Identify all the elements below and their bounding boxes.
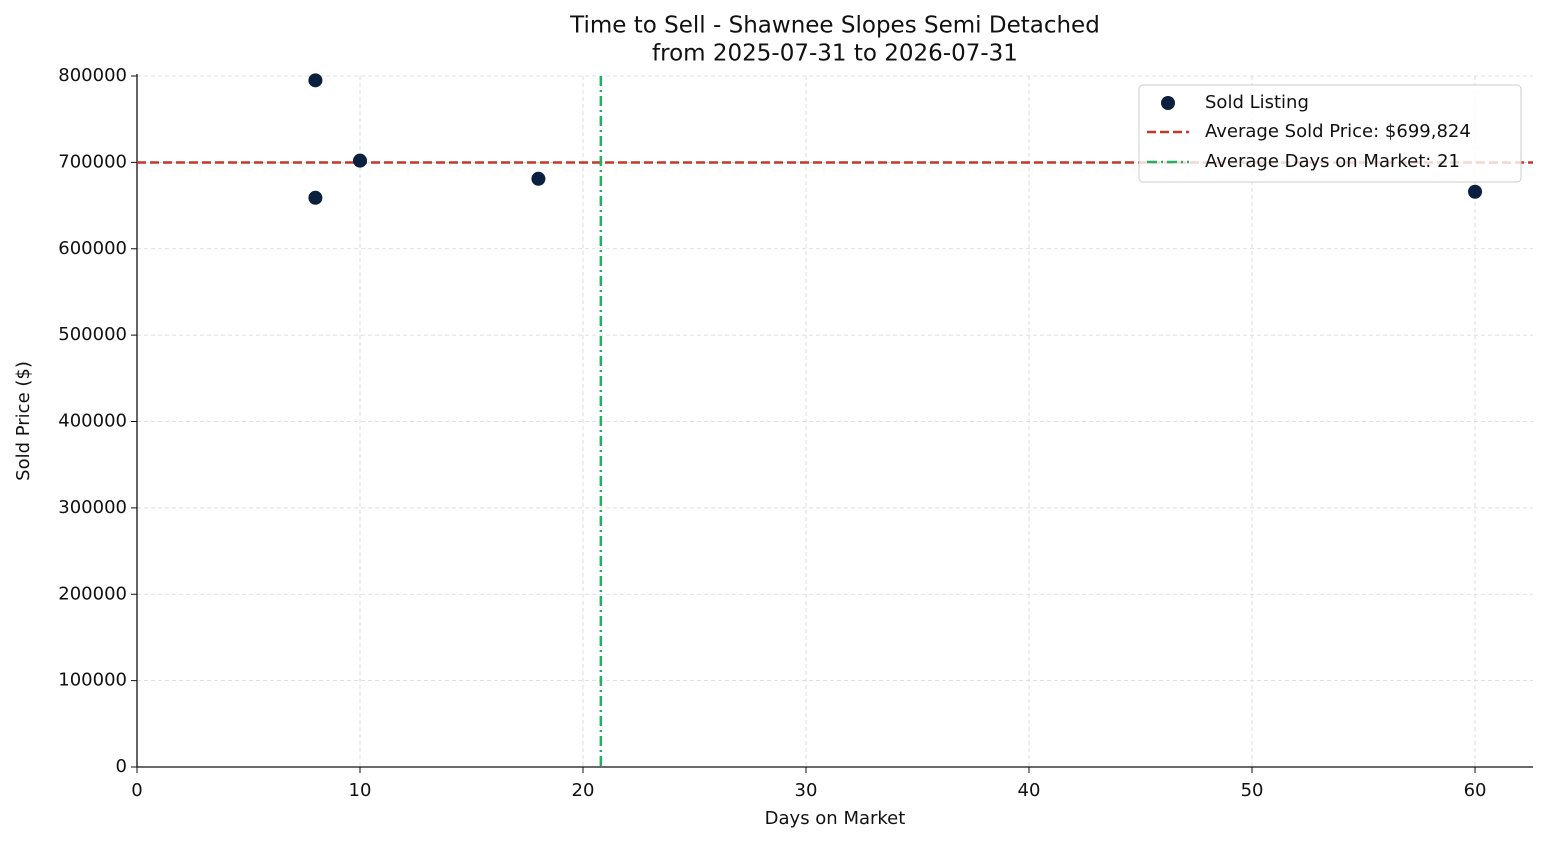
chart-title: Time to Sell - Shawnee Slopes Semi Detac… <box>569 13 1100 39</box>
x-tick-label: 60 <box>1464 780 1487 801</box>
y-tick-label: 0 <box>116 756 127 777</box>
x-tick-label: 0 <box>131 780 142 801</box>
data-point <box>531 171 546 186</box>
y-tick-label: 100000 <box>58 670 127 691</box>
y-tick-label: 700000 <box>58 151 127 172</box>
y-tick-label: 500000 <box>58 324 127 345</box>
y-tick-label: 600000 <box>58 238 127 259</box>
y-axis-label: Sold Price ($) <box>13 361 34 481</box>
legend-label: Sold Listing <box>1205 92 1309 113</box>
y-tick-label: 300000 <box>58 497 127 518</box>
data-point <box>353 153 368 168</box>
y-tick-label: 200000 <box>58 583 127 604</box>
data-point <box>308 73 323 88</box>
y-tick-label: 800000 <box>58 65 127 86</box>
data-point <box>1468 184 1483 199</box>
legend-label: Average Days on Market: 21 <box>1205 151 1460 172</box>
x-axis-label: Days on Market <box>765 808 906 829</box>
legend-label: Average Sold Price: $699,824 <box>1205 121 1471 142</box>
x-tick-label: 30 <box>795 780 818 801</box>
y-tick-label: 400000 <box>58 411 127 432</box>
x-tick-label: 50 <box>1241 780 1264 801</box>
chart-subtitle: from 2025-07-31 to 2026-07-31 <box>652 41 1018 67</box>
legend-box <box>1138 84 1522 183</box>
data-point <box>308 190 323 205</box>
x-tick-label: 10 <box>349 780 372 801</box>
x-tick-label: 20 <box>572 780 595 801</box>
x-tick-label: 40 <box>1018 780 1041 801</box>
legend-marker <box>1161 96 1175 110</box>
